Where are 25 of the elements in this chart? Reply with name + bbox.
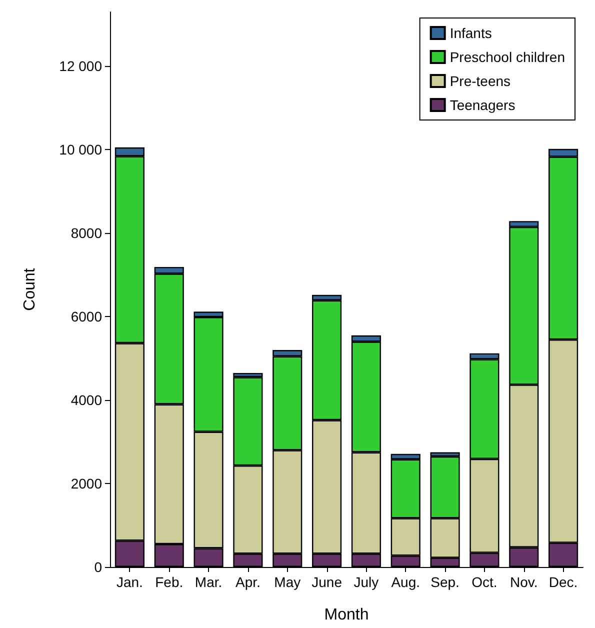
y-tick-label: 12 000 bbox=[59, 58, 102, 74]
x-tick-label: Nov. bbox=[510, 574, 538, 590]
x-tick-label: June bbox=[312, 574, 342, 590]
x-tick-label: Aug. bbox=[391, 574, 420, 590]
x-tick-label: Oct. bbox=[472, 574, 498, 590]
x-axis-title: Month bbox=[324, 606, 369, 624]
x-tick-label: Apr. bbox=[236, 574, 260, 590]
y-tick-label: 8000 bbox=[70, 225, 102, 242]
legend-label: Teenagers bbox=[450, 97, 516, 113]
x-tick-label: Jan. bbox=[116, 574, 143, 590]
y-tick-label: 2000 bbox=[70, 476, 102, 492]
y-tick-label: 0 bbox=[94, 559, 102, 575]
x-tick-label: Mar. bbox=[194, 574, 222, 590]
x-tick-label: Feb. bbox=[155, 574, 184, 590]
y-axis-title: Count bbox=[22, 268, 38, 311]
y-tick-label: 6000 bbox=[70, 308, 102, 325]
x-tick-label: July bbox=[354, 574, 379, 590]
legend-label: Preschool children bbox=[450, 49, 565, 65]
legend-label: Pre-teens bbox=[450, 73, 511, 89]
y-tick-label: 4000 bbox=[70, 392, 102, 408]
x-tick-label: May bbox=[274, 574, 301, 590]
y-tick-label: 10 000 bbox=[59, 142, 102, 158]
x-tick-label: Dec. bbox=[548, 574, 578, 590]
x-tick-label: Sep. bbox=[430, 574, 460, 590]
legend-label: Infants bbox=[450, 25, 492, 41]
